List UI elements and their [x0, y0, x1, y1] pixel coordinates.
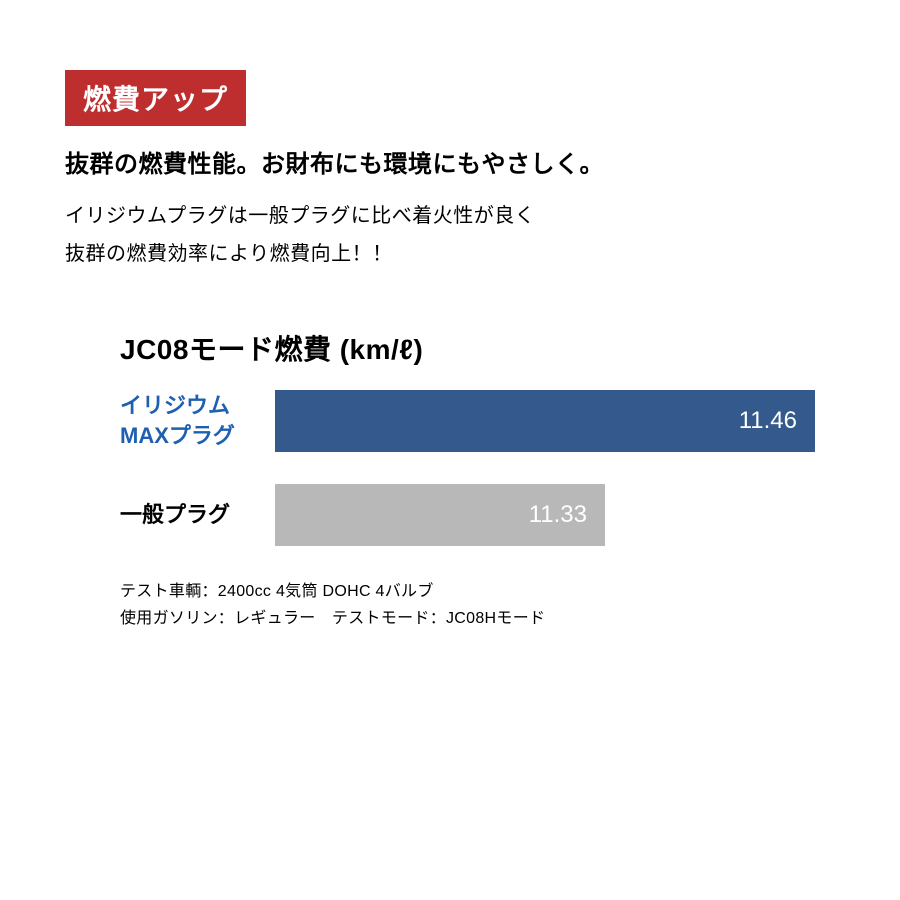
footnote: テスト車輌：2400cc 4気筒 DOHC 4バルブ 使用ガソリン：レギュラー …: [120, 578, 835, 632]
bar-track: 11.33: [275, 484, 605, 546]
bar-standard: 11.33: [275, 484, 605, 546]
bar-label-line1: イリジウム: [120, 393, 230, 418]
desc-line-2: 抜群の燃費効率により燃費向上！！: [65, 235, 835, 273]
chart-container: JC08モード燃費 (km/ℓ) イリジウム MAXプラグ 11.46 一般プラ…: [120, 328, 835, 632]
description: イリジウムプラグは一般プラグに比べ着火性が良く 抜群の燃費効率により燃費向上！！: [65, 197, 835, 273]
section-badge: 燃費アップ: [65, 70, 246, 126]
bar-label-line1: 一般プラグ: [120, 502, 230, 527]
bar-row-iridium: イリジウム MAXプラグ 11.46: [120, 390, 835, 452]
bar-label-iridium: イリジウム MAXプラグ: [120, 391, 275, 450]
bar-iridium: 11.46: [275, 390, 815, 452]
bar-track: 11.46: [275, 390, 815, 452]
footnote-line-2: 使用ガソリン：レギュラー テストモード：JC08Hモード: [120, 605, 835, 632]
headline: 抜群の燃費性能。お財布にも環境にもやさしく。: [65, 144, 835, 179]
bar-label-standard: 一般プラグ: [120, 500, 275, 530]
bar-value-iridium: 11.46: [739, 407, 797, 435]
desc-line-1: イリジウムプラグは一般プラグに比べ着火性が良く: [65, 197, 835, 235]
bar-label-line2: MAXプラグ: [120, 423, 235, 448]
chart-title: JC08モード燃費 (km/ℓ): [120, 328, 835, 368]
bar-row-standard: 一般プラグ 11.33: [120, 484, 835, 546]
footnote-line-1: テスト車輌：2400cc 4気筒 DOHC 4バルブ: [120, 578, 835, 605]
bar-value-standard: 11.33: [529, 501, 587, 529]
